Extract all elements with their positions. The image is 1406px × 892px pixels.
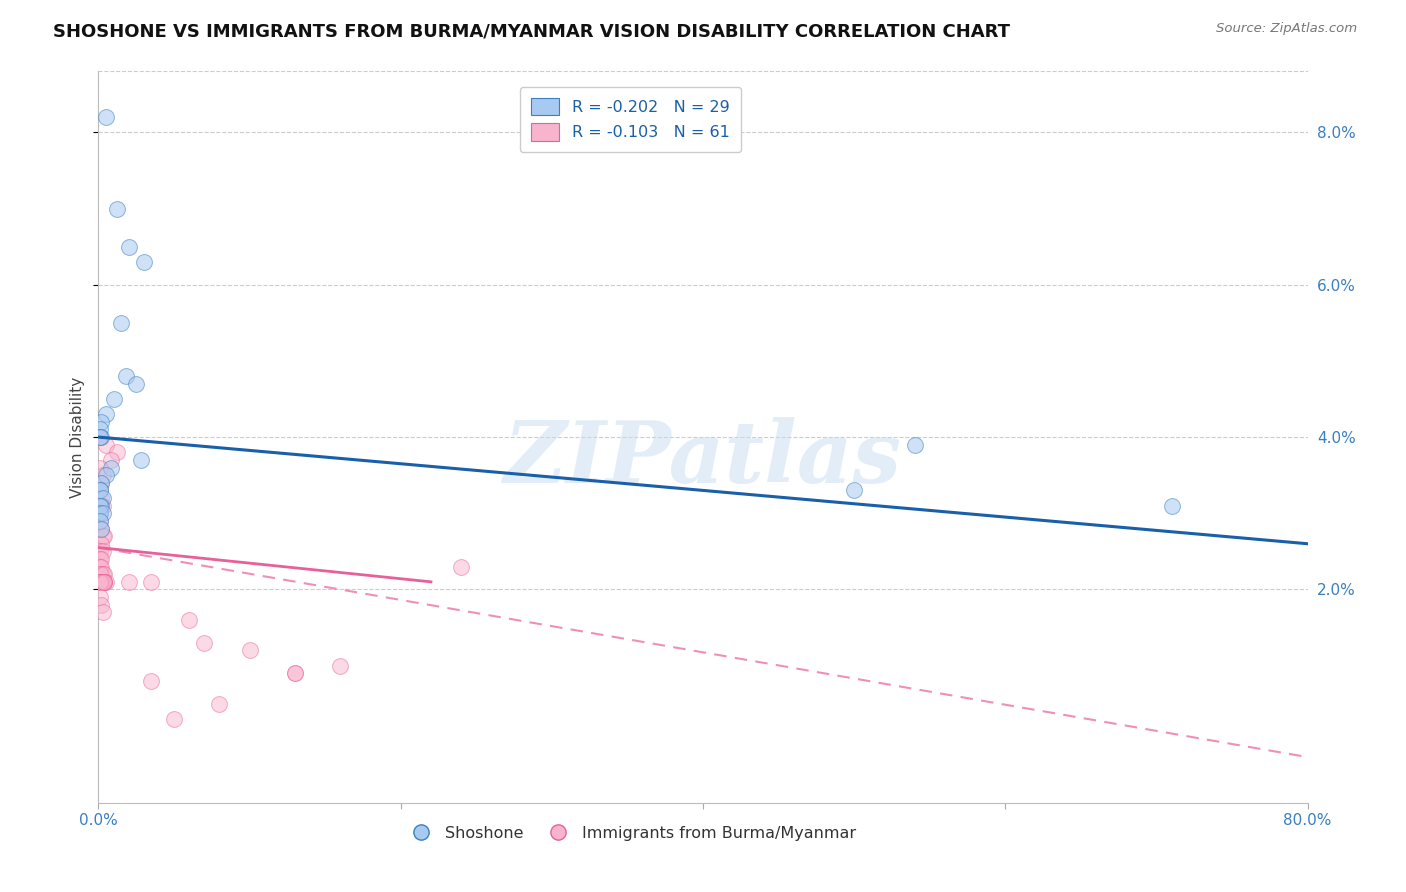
Point [844,483,866,498]
Point [193,636,215,650]
Point [90,499,112,513]
Point [90,574,112,589]
Point [93,574,115,589]
Point [90,567,112,582]
Point [89,514,111,528]
Point [89,499,111,513]
Point [105,202,128,216]
Point [90,430,112,444]
Point [100,453,122,467]
Point [91,567,114,582]
Point [89,574,111,589]
Point [89,567,111,582]
Point [141,574,163,589]
Point [89,552,111,566]
Point [91,574,114,589]
Point [91,499,114,513]
Point [91,529,114,543]
Point [91,544,114,558]
Text: ZIPatlas: ZIPatlas [503,417,903,500]
Point [90,415,112,429]
Text: Source: ZipAtlas.com: Source: ZipAtlas.com [1216,22,1357,36]
Point [284,666,307,681]
Point [239,643,262,657]
Point [90,574,112,589]
Point [89,574,111,589]
Point [129,453,152,467]
Point [89,559,111,574]
Point [89,574,111,589]
Point [100,460,122,475]
Point [141,673,163,688]
Point [450,559,472,574]
Point [93,529,115,543]
Point [91,574,114,589]
Point [118,574,141,589]
Point [163,712,186,726]
Point [90,574,112,589]
Point [89,483,111,498]
Point [91,491,114,505]
Point [904,438,927,452]
Point [90,521,112,535]
Point [90,574,112,589]
Point [90,475,112,490]
Point [90,598,112,612]
Point [94,468,117,483]
Point [89,574,111,589]
Point [91,574,114,589]
Point [93,574,115,589]
Point [114,369,136,384]
Point [89,483,111,498]
Point [94,407,117,421]
Point [89,422,111,436]
Point [91,506,114,520]
Text: SHOSHONE VS IMMIGRANTS FROM BURMA/MYANMAR VISION DISABILITY CORRELATION CHART: SHOSHONE VS IMMIGRANTS FROM BURMA/MYANMA… [53,22,1011,40]
Point [89,430,111,444]
Point [110,316,132,330]
Point [89,590,111,604]
Point [89,430,111,444]
Y-axis label: Vision Disability: Vision Disability [70,376,86,498]
Point [94,438,117,452]
Point [90,559,112,574]
Point [284,666,307,681]
Point [89,514,111,528]
Point [90,521,112,535]
Point [93,574,115,589]
Point [91,574,114,589]
Point [89,574,111,589]
Point [89,574,111,589]
Point [89,506,111,520]
Point [132,255,155,269]
Point [125,376,148,391]
Point [91,468,114,483]
Point [89,574,111,589]
Point [90,537,112,551]
Legend: Shoshone, Immigrants from Burma/Myanmar: Shoshone, Immigrants from Burma/Myanmar [398,820,863,847]
Point [90,475,112,490]
Point [90,491,112,505]
Point [89,460,111,475]
Point [118,239,141,253]
Point [90,552,112,566]
Point [94,110,117,124]
Point [89,506,111,520]
Point [208,697,231,711]
Point [105,445,128,459]
Point [94,574,117,589]
Point [179,613,201,627]
Point [103,392,125,406]
Point [91,605,114,619]
Point [90,574,112,589]
Point [89,574,111,589]
Point [1160,499,1182,513]
Point [93,567,115,582]
Point [89,544,111,558]
Point [329,658,352,673]
